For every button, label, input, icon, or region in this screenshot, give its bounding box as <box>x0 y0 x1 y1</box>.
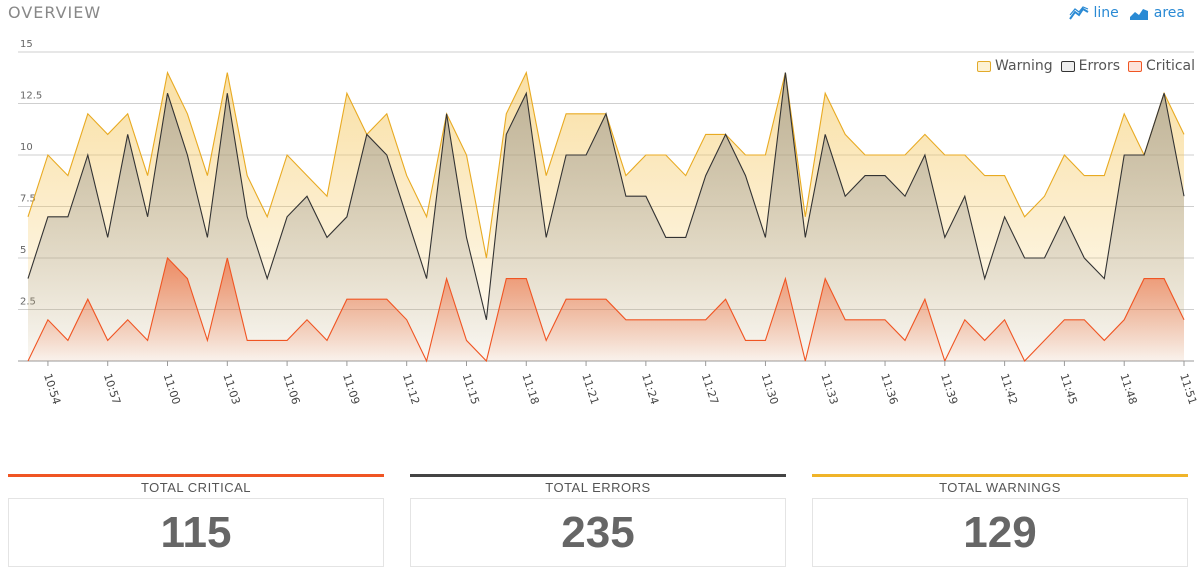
x-tick-label: 10:57 <box>101 372 123 406</box>
legend-swatch-errors <box>1060 60 1075 72</box>
area-toggle[interactable]: area <box>1129 5 1185 21</box>
legend-label-critical: Critical <box>1146 58 1195 74</box>
y-tick-label: 2.5 <box>20 297 36 308</box>
chart-type-toggles: line area <box>1068 5 1185 21</box>
card-label: TOTAL ERRORS <box>545 480 651 495</box>
area-chart-icon <box>1129 9 1148 20</box>
y-tick-label: 5 <box>20 245 26 256</box>
x-tick-label: 11:48 <box>1117 372 1139 406</box>
card-label: TOTAL CRITICAL <box>140 480 252 495</box>
legend-item-errors[interactable]: Errors <box>1060 58 1121 74</box>
x-tick-label: 11:39 <box>938 372 960 406</box>
x-tick-label: 11:21 <box>579 372 601 406</box>
total-critical-card: TOTAL CRITICAL 115 <box>8 474 384 567</box>
x-tick-label: 11:09 <box>340 372 362 406</box>
card-value: 235 <box>561 507 635 557</box>
x-tick-label: 11:00 <box>161 372 183 406</box>
x-tick-label: 11:12 <box>400 372 422 406</box>
card-label: TOTAL WARNINGS <box>939 480 1061 495</box>
area-critical <box>28 258 1184 361</box>
card-value: 129 <box>963 507 1037 557</box>
x-tick-label: 11:30 <box>759 372 781 406</box>
y-tick-label: 15 <box>20 40 33 50</box>
card-value-box: 235 <box>410 498 786 567</box>
x-tick-label: 11:36 <box>878 372 900 406</box>
line-errors <box>27 72 1185 320</box>
area-toggle-label: area <box>1153 5 1185 21</box>
card-accent-bar <box>812 474 1188 477</box>
x-tick-label: 11:45 <box>1058 372 1080 406</box>
card-accent-bar <box>8 474 384 477</box>
x-tick-label: 11:42 <box>998 372 1020 406</box>
x-tick-label: 10:54 <box>41 372 63 406</box>
legend-label-warning: Warning <box>995 58 1053 74</box>
card-value: 115 <box>160 507 232 557</box>
x-tick-label: 11:18 <box>519 372 541 406</box>
card-value-box: 115 <box>8 498 384 567</box>
total-warnings-card: TOTAL WARNINGS 129 <box>812 474 1188 567</box>
card-value-box: 129 <box>812 498 1188 567</box>
legend-item-critical[interactable]: Critical <box>1128 58 1195 74</box>
y-tick-label: 7.5 <box>20 194 36 205</box>
y-tick-label: 12.5 <box>20 91 42 102</box>
overview-chart: 2.5 5 7.5 10 12.5 15 10:54 10:57 11:00 11:03 11:06… <box>18 40 1199 406</box>
x-tick-label: 11:03 <box>220 372 242 406</box>
line-toggle-label: line <box>1093 5 1119 21</box>
x-tick-label: 11:15 <box>460 372 482 406</box>
x-tick-label: 11:33 <box>818 372 840 406</box>
x-tick-label: 11:27 <box>699 372 721 406</box>
x-tick-label: 11:51 <box>1177 372 1199 406</box>
legend-swatch-critical <box>1128 60 1143 72</box>
line-toggle[interactable]: line <box>1068 5 1119 21</box>
total-errors-card: TOTAL ERRORS 235 <box>410 474 786 567</box>
page-title: OVERVIEW <box>8 3 102 22</box>
x-tick-label: 11:24 <box>639 372 661 406</box>
card-accent-bar <box>410 474 786 477</box>
legend-label-errors: Errors <box>1078 58 1121 74</box>
area-errors <box>28 72 1184 361</box>
line-chart-icon <box>1068 6 1089 20</box>
chart-legend: Warning Errors Critical <box>977 58 1195 74</box>
line-critical <box>27 256 1185 363</box>
legend-swatch-warning <box>977 60 992 72</box>
legend-item-warning[interactable]: Warning <box>977 58 1053 74</box>
x-tick-label: 11:06 <box>280 372 302 406</box>
y-tick-label: 10 <box>20 142 33 153</box>
